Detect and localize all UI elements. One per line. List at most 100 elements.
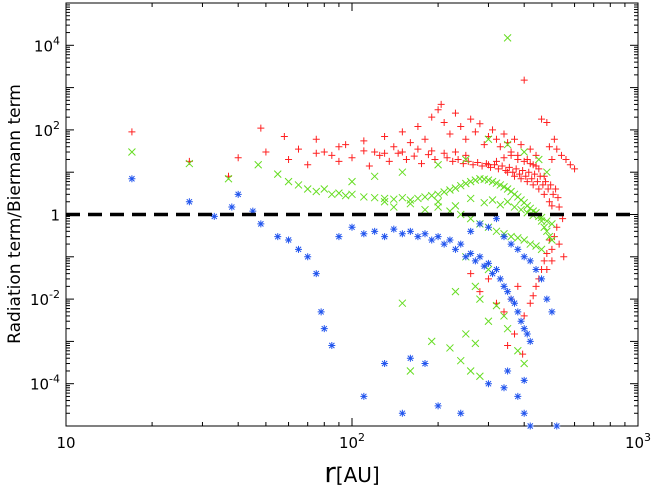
data-point-series-2 [466, 367, 475, 375]
data-point-series-2 [128, 148, 136, 156]
data-point-series-3 [492, 266, 500, 274]
data-point-series-3 [414, 233, 422, 241]
data-point-series-3 [548, 308, 556, 316]
data-point-series-3 [520, 325, 528, 333]
data-point-series-1 [434, 106, 442, 114]
data-point-series-1 [554, 194, 562, 202]
data-point-series-1 [533, 178, 541, 186]
data-point-series-1 [543, 118, 551, 126]
data-point-series-3 [371, 227, 379, 235]
data-point-series-1 [548, 202, 556, 210]
data-point-series-2 [370, 193, 379, 202]
data-point-series-3 [320, 325, 328, 333]
data-point-series-2 [406, 196, 415, 204]
data-point-series-3 [462, 253, 470, 261]
data-point-series-3 [520, 253, 528, 261]
data-point-series-1 [462, 135, 470, 143]
data-point-series-2 [406, 367, 415, 375]
data-point-series-1 [544, 185, 552, 193]
data-point-series-1 [294, 145, 302, 153]
data-point-series-1 [532, 282, 540, 290]
data-point-series-2 [389, 203, 398, 211]
data-point-series-2 [484, 176, 493, 184]
data-point-series-2 [370, 172, 379, 181]
data-point-series-2 [520, 236, 529, 244]
x-tick-label: 103 [625, 431, 651, 452]
data-point-series-1 [428, 147, 436, 155]
data-point-series-2 [496, 200, 505, 209]
data-point-series-1 [424, 151, 432, 159]
data-point-series-1 [526, 160, 534, 168]
x-tick-label: 10 [56, 434, 75, 452]
data-point-series-2 [476, 372, 484, 381]
data-point-series-3 [543, 295, 551, 303]
data-point-series-2 [471, 176, 480, 184]
data-point-series-1 [560, 253, 568, 261]
data-point-series-1 [335, 157, 343, 165]
data-point-series-3 [507, 240, 515, 248]
data-point-series-1 [526, 145, 534, 153]
data-point-series-1 [548, 257, 556, 265]
data-point-series-2 [320, 185, 329, 193]
data-point-series-2 [517, 205, 525, 214]
data-point-series-3 [511, 299, 519, 307]
data-point-series-2 [503, 33, 512, 42]
data-point-series-2 [484, 317, 493, 326]
data-point-series-3 [440, 240, 448, 248]
data-point-series-3 [285, 236, 293, 244]
data-point-series-1 [522, 172, 530, 180]
data-point-series-2 [440, 188, 449, 196]
data-point-series-3 [381, 233, 389, 241]
data-point-series-3 [428, 236, 436, 244]
data-point-series-2 [446, 344, 454, 352]
data-point-series-3 [489, 270, 497, 278]
data-point-series-1 [529, 292, 537, 300]
data-point-series-3 [500, 233, 508, 241]
data-point-series-3 [360, 392, 368, 400]
data-point-series-1 [545, 198, 553, 206]
data-point-series-1 [500, 308, 508, 316]
data-point-series-1 [494, 165, 502, 173]
data-point-series-2 [461, 330, 470, 338]
data-point-series-1 [484, 161, 492, 169]
data-point-series-1 [443, 154, 451, 162]
data-point-series-1 [532, 151, 540, 159]
data-point-series-1 [519, 350, 527, 358]
data-point-series-1 [257, 124, 265, 132]
data-point-series-1 [451, 109, 459, 117]
data-point-series-1 [440, 149, 448, 157]
data-point-series-3 [457, 240, 465, 248]
data-point-series-3 [476, 253, 484, 261]
data-point-series-3 [467, 249, 475, 257]
tick-labels: 10 102 103 10-4 10-2 1 102 104 [30, 34, 651, 452]
data-point-series-1 [548, 245, 556, 253]
data-point-series-3 [484, 259, 492, 267]
data-point-series-1 [511, 172, 519, 180]
data-point-series-2 [284, 177, 293, 186]
data-point-series-2 [456, 210, 465, 219]
data-point-series-2 [273, 170, 282, 178]
data-point-series-2 [359, 193, 368, 201]
data-point-series-1 [526, 299, 534, 307]
data-point-series-1 [529, 161, 537, 169]
data-point-series-2 [466, 214, 475, 223]
data-point-series-1 [559, 215, 567, 223]
data-point-series-1 [542, 178, 550, 186]
data-point-series-1 [348, 154, 356, 162]
data-point-series-1 [535, 185, 543, 193]
data-point-series-1 [514, 155, 522, 163]
x-axis-label-unit: [AU] [336, 463, 380, 487]
data-point-series-2 [461, 155, 470, 164]
data-point-series-2 [398, 193, 407, 202]
data-point-series-2 [548, 236, 556, 244]
data-point-series-2 [380, 194, 389, 203]
data-point-series-3 [500, 282, 508, 290]
data-point-series-1 [543, 249, 551, 257]
data-point-series-1 [421, 135, 429, 143]
data-point-series-1 [543, 266, 551, 274]
data-point-series-1 [548, 155, 556, 163]
data-point-series-2 [542, 227, 551, 236]
data-point-series-2 [540, 223, 549, 232]
data-point-series-1 [462, 151, 470, 159]
